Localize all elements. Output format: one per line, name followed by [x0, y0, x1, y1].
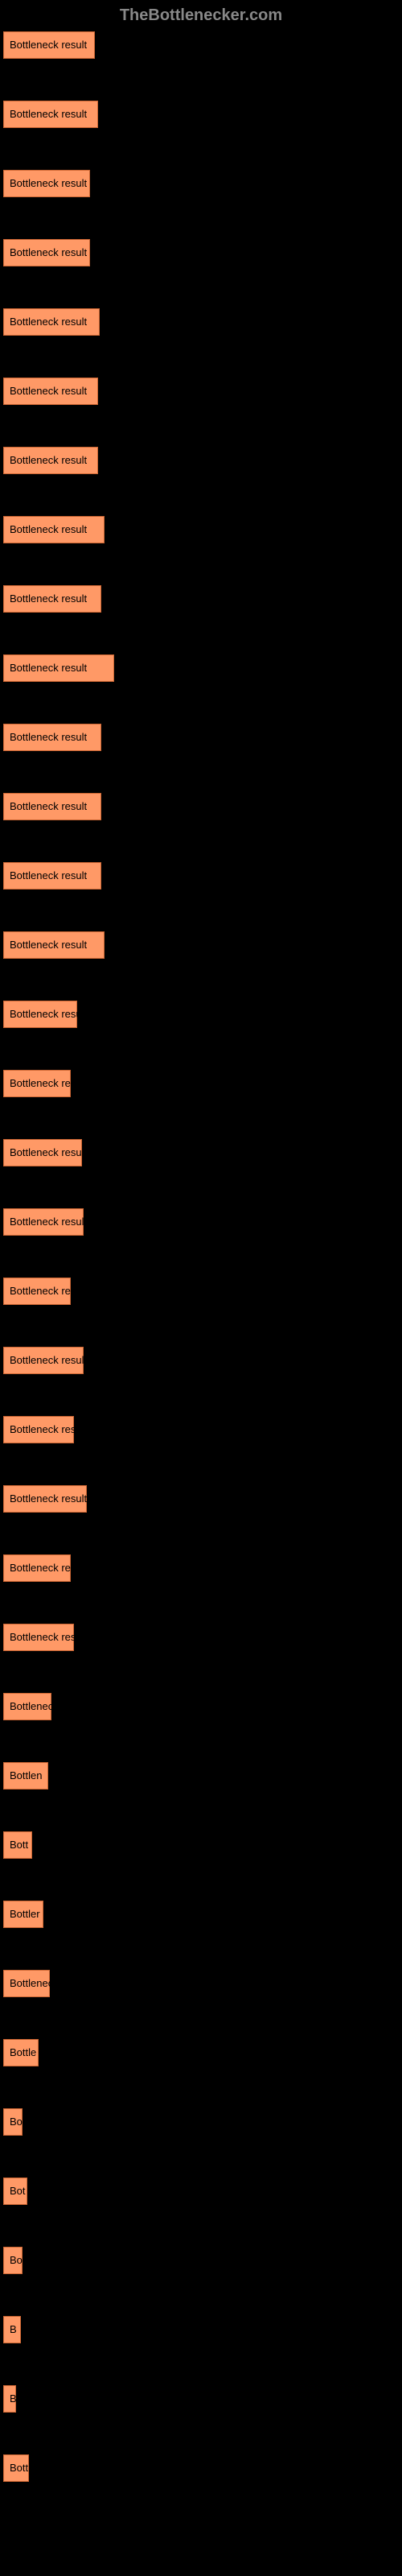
bottleneck-bar[interactable] — [3, 31, 95, 59]
bottleneck-bar[interactable] — [3, 2039, 39, 2066]
bottleneck-bar[interactable] — [3, 793, 101, 820]
bottleneck-bar[interactable] — [3, 1970, 50, 1997]
bar-row: Bottleneck result — [3, 447, 399, 474]
bottleneck-bar[interactable] — [3, 1139, 82, 1166]
bottleneck-bar[interactable] — [3, 1416, 74, 1443]
bar-row: B — [3, 2316, 399, 2343]
bar-row: Bottlen — [3, 1762, 399, 1790]
bar-row: Bottleneck result — [3, 170, 399, 197]
bottleneck-bar[interactable] — [3, 2108, 23, 2136]
chart-container: Bottleneck result Bottleneck result Bottle… — [0, 31, 402, 2482]
bar-row: Bottler — [3, 1901, 399, 1928]
bar-row: Bottleneck result — [3, 516, 399, 543]
bar-row: Bottleneck result — [3, 239, 399, 266]
bar-row: Bottleneck re — [3, 1278, 399, 1305]
bar-row: Bottleneck result — [3, 1485, 399, 1513]
bottleneck-bar[interactable] — [3, 1624, 74, 1651]
bar-row: Bottle — [3, 2039, 399, 2066]
bottleneck-bar[interactable] — [3, 308, 100, 336]
bar-row: Bottleneck result — [3, 793, 399, 820]
bottleneck-bar[interactable] — [3, 2247, 23, 2274]
bar-row: Bottleneck result — [3, 308, 399, 336]
bottleneck-bar[interactable] — [3, 1901, 43, 1928]
bar-row: Bottleneck result — [3, 378, 399, 405]
bar-row: Bottleneck result — [3, 1347, 399, 1374]
bar-row: Bo — [3, 2247, 399, 2274]
bottleneck-bar[interactable] — [3, 1208, 84, 1236]
bottleneck-bar[interactable] — [3, 1485, 87, 1513]
bottleneck-bar[interactable] — [3, 2454, 29, 2482]
bar-row: Bottlenec — [3, 1970, 399, 1997]
bar-row: Bottleneck result — [3, 1208, 399, 1236]
bar-row: Bottleneck result — [3, 585, 399, 613]
bottleneck-bar[interactable] — [3, 862, 101, 890]
bottleneck-bar[interactable] — [3, 724, 101, 751]
bottleneck-bar[interactable] — [3, 1347, 84, 1374]
bottleneck-bar[interactable] — [3, 101, 98, 128]
bar-row: Bottleneck result — [3, 724, 399, 751]
bar-row: Bottleneck result — [3, 862, 399, 890]
bottleneck-bar[interactable] — [3, 1831, 32, 1859]
bar-row: Bottleneck result — [3, 1070, 399, 1097]
bar-row: Bottleneck resu — [3, 1624, 399, 1651]
bar-row: Bot — [3, 2178, 399, 2205]
bar-row: Bottleneck re — [3, 1554, 399, 1582]
bar-row: Bottleneck result — [3, 101, 399, 128]
bottleneck-bar[interactable] — [3, 1001, 77, 1028]
bar-row: Bottleneck result — [3, 654, 399, 682]
header-title: TheBottlenecker.com — [120, 6, 282, 24]
bar-row: Bo — [3, 2108, 399, 2136]
bottleneck-bar[interactable] — [3, 516, 105, 543]
bottleneck-bar[interactable] — [3, 447, 98, 474]
bottleneck-bar[interactable] — [3, 170, 90, 197]
bottleneck-bar[interactable] — [3, 239, 90, 266]
bottleneck-bar[interactable] — [3, 654, 114, 682]
bottleneck-bar[interactable] — [3, 585, 101, 613]
bar-row: Bottlenec — [3, 1693, 399, 1720]
bottleneck-bar[interactable] — [3, 931, 105, 959]
bar-row: B — [3, 2385, 399, 2413]
bottleneck-bar[interactable] — [3, 1278, 71, 1305]
bottleneck-bar[interactable] — [3, 2385, 16, 2413]
bottleneck-bar[interactable] — [3, 1693, 51, 1720]
bar-row: Bottleneck result — [3, 31, 399, 59]
bottleneck-bar[interactable] — [3, 2178, 27, 2205]
bottleneck-bar[interactable] — [3, 2316, 21, 2343]
bottleneck-bar[interactable] — [3, 378, 98, 405]
bar-row: Bottleneck result — [3, 1001, 399, 1028]
bar-row: Bottleneck result — [3, 931, 399, 959]
bottleneck-bar[interactable] — [3, 1762, 48, 1790]
page-header: TheBottlenecker.com — [0, 0, 402, 31]
bar-row: Bott — [3, 2454, 399, 2482]
bottleneck-bar[interactable] — [3, 1554, 71, 1582]
bar-row: Bott — [3, 1831, 399, 1859]
bottleneck-bar[interactable] — [3, 1070, 71, 1097]
bar-row: Bottleneck result — [3, 1139, 399, 1166]
bar-row: Bottleneck resu — [3, 1416, 399, 1443]
